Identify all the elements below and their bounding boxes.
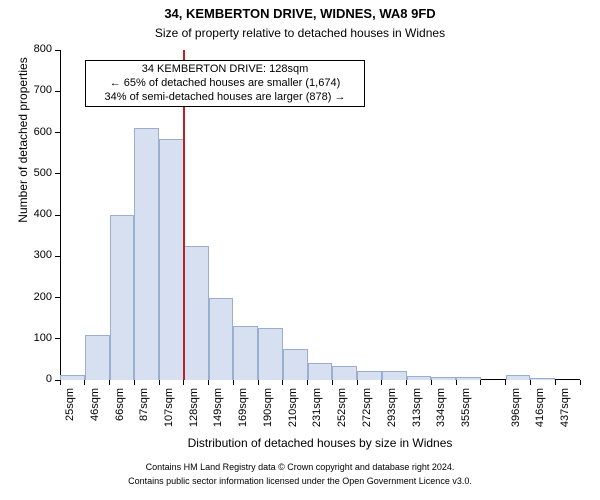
y-tick [55, 173, 60, 174]
histogram-bar [431, 377, 456, 380]
x-tick [431, 380, 432, 385]
chart-subtitle: Size of property relative to detached ho… [0, 26, 600, 40]
x-tick-label: 107sqm [163, 388, 175, 427]
chart-container: 34, KEMBERTON DRIVE, WIDNES, WA8 9FD Siz… [0, 0, 600, 500]
x-tick-label: 169sqm [237, 388, 249, 427]
annotation-line1: 34 KEMBERTON DRIVE: 128sqm [90, 63, 360, 77]
y-tick [55, 132, 60, 133]
x-tick [159, 380, 160, 385]
x-tick-label: 272sqm [361, 388, 373, 427]
x-tick-label: 210sqm [287, 388, 299, 427]
y-tick [55, 50, 60, 51]
x-tick-label: 190sqm [262, 388, 274, 427]
x-tick [208, 380, 209, 385]
y-tick-label: 700 [22, 84, 52, 96]
x-axis-label: Distribution of detached houses by size … [60, 436, 580, 450]
x-tick-label: 313sqm [411, 388, 423, 427]
x-tick-label: 437sqm [559, 388, 571, 427]
y-tick [55, 256, 60, 257]
x-tick-label: 149sqm [213, 388, 225, 427]
x-tick [307, 380, 308, 385]
x-tick [555, 380, 556, 385]
x-tick [60, 380, 61, 385]
footer-line2: Contains public sector information licen… [0, 476, 600, 486]
x-tick [406, 380, 407, 385]
x-tick [183, 380, 184, 385]
x-tick-label: 25sqm [64, 388, 76, 421]
x-tick-label: 87sqm [138, 388, 150, 421]
x-tick [134, 380, 135, 385]
histogram-bar [283, 349, 308, 380]
histogram-bar [382, 371, 407, 380]
x-tick [530, 380, 531, 385]
x-tick [84, 380, 85, 385]
x-tick [282, 380, 283, 385]
chart-title: 34, KEMBERTON DRIVE, WIDNES, WA8 9FD [0, 6, 600, 21]
annotation-line2: ← 65% of detached houses are smaller (1,… [90, 77, 360, 91]
histogram-bar [60, 375, 85, 380]
x-tick [258, 380, 259, 385]
x-tick-label: 334sqm [435, 388, 447, 427]
x-tick-label: 396sqm [510, 388, 522, 427]
x-tick [109, 380, 110, 385]
histogram-bar [530, 378, 555, 380]
x-tick-label: 66sqm [114, 388, 126, 421]
histogram-bar [110, 215, 135, 380]
histogram-bar [506, 375, 531, 380]
y-tick [55, 215, 60, 216]
histogram-bar [357, 371, 382, 380]
y-tick-label: 600 [22, 126, 52, 138]
x-tick [233, 380, 234, 385]
histogram-bar [159, 139, 184, 380]
x-tick [357, 380, 358, 385]
x-tick [480, 380, 481, 385]
y-tick-label: 0 [22, 373, 52, 385]
x-tick-label: 128sqm [188, 388, 200, 427]
y-axis [60, 50, 61, 380]
footer-line1: Contains HM Land Registry data © Crown c… [0, 462, 600, 472]
histogram-bar [233, 326, 258, 380]
histogram-bar [134, 128, 159, 380]
y-tick [55, 297, 60, 298]
x-tick [580, 380, 581, 385]
histogram-bar [85, 335, 110, 380]
y-tick-label: 300 [22, 249, 52, 261]
x-tick-label: 231sqm [312, 388, 324, 427]
x-tick [505, 380, 506, 385]
histogram-bar [209, 298, 234, 381]
y-tick-label: 200 [22, 291, 52, 303]
annotation-box: 34 KEMBERTON DRIVE: 128sqm ← 65% of deta… [85, 60, 365, 107]
x-tick-label: 293sqm [386, 388, 398, 427]
x-tick-label: 355sqm [460, 388, 472, 427]
x-tick-label: 46sqm [89, 388, 101, 421]
y-tick-label: 100 [22, 332, 52, 344]
y-tick [55, 338, 60, 339]
y-tick-label: 800 [22, 43, 52, 55]
x-tick-label: 416sqm [534, 388, 546, 427]
histogram-bar [308, 363, 333, 380]
histogram-bar [258, 328, 283, 380]
histogram-bar [456, 377, 481, 380]
y-tick [55, 91, 60, 92]
x-tick [456, 380, 457, 385]
y-tick-label: 500 [22, 167, 52, 179]
x-tick [332, 380, 333, 385]
y-tick-label: 400 [22, 208, 52, 220]
x-tick [381, 380, 382, 385]
histogram-bar [184, 246, 209, 380]
histogram-bar [332, 366, 357, 380]
annotation-line3: 34% of semi-detached houses are larger (… [90, 91, 360, 105]
histogram-bar [407, 376, 432, 380]
x-tick-label: 252sqm [336, 388, 348, 427]
